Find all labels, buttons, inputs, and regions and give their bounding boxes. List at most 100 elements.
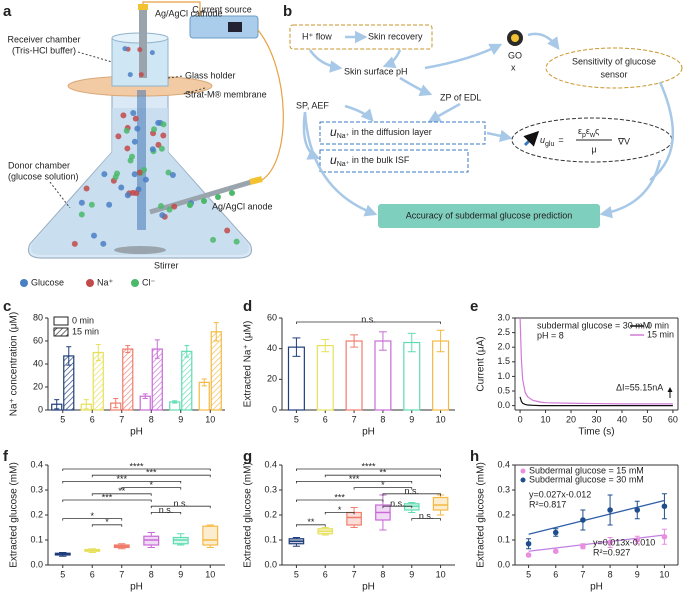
significance-bracket (62, 481, 182, 484)
particle (91, 232, 98, 239)
label: Sensitivity of glucose (572, 56, 656, 66)
particle (122, 46, 128, 52)
legend-label: Glucose (31, 277, 64, 287)
point (525, 552, 532, 558)
x-tick-label: 8 (380, 414, 385, 424)
particle (127, 72, 133, 78)
symbol: u (330, 153, 337, 167)
x-tick-label: 40 (617, 414, 627, 424)
arrow (303, 111, 378, 217)
legend-label: 0 min (72, 315, 94, 325)
fit-line (528, 499, 665, 535)
legend-swatch (520, 468, 526, 474)
significance-label: ** (307, 517, 315, 527)
particle (83, 185, 90, 192)
particle (210, 236, 217, 243)
particle (158, 145, 165, 152)
legend-label: 15 min (647, 329, 674, 339)
significance-bracket (91, 524, 123, 527)
gradient: ∇V (617, 136, 630, 146)
box (289, 24, 433, 50)
significance-label: * (90, 511, 94, 521)
particle (140, 166, 147, 173)
x-tick-label: 9 (178, 414, 183, 424)
cathode-cap (138, 4, 148, 10)
current-source (189, 15, 259, 39)
anode-cap (249, 176, 263, 185)
subscript: p (582, 132, 586, 139)
legend-swatch (520, 477, 526, 483)
particle (78, 211, 85, 218)
particle (160, 132, 167, 139)
x-tick-label: 6 (90, 569, 95, 579)
particle (120, 112, 127, 119)
line (519, 317, 673, 405)
subscript: Na⁺ (337, 161, 350, 168)
x-tick-label: 0 (518, 414, 523, 424)
y-tick-label: 0.1 (30, 534, 43, 544)
symbol: u (540, 135, 545, 145)
y-tick-label: 0.3 (497, 484, 510, 494)
particle (112, 173, 119, 180)
label: Stirrer (154, 260, 179, 270)
label: (Tris-HCl buffer) (12, 45, 76, 55)
y-tick-label: 0.0 (497, 559, 510, 569)
legend-swatch (53, 327, 69, 337)
significance-label: *** (334, 492, 345, 502)
x-tick-label: 9 (409, 569, 414, 579)
box (319, 149, 469, 173)
legend-swatch (53, 316, 69, 326)
y-tick-label: 0 (38, 404, 43, 414)
significance-label: * (338, 505, 342, 515)
bar (316, 345, 334, 411)
significance-label: **** (361, 461, 376, 471)
bar (92, 351, 104, 411)
wire (257, 29, 284, 181)
arrow (649, 81, 675, 181)
significance-label: *** (116, 474, 127, 484)
particle (131, 171, 138, 178)
y-tick-label: 0.1 (264, 534, 277, 544)
display (228, 22, 242, 32)
chart: 0 20 40 60 5 6 7 8 9 10 pH Extracted Na⁺ (μM) n.s. (243, 312, 455, 438)
x-tick-label: 5 (60, 569, 65, 579)
fit-label: R²=0.817 (529, 499, 566, 509)
label: Accuracy of subdermal glucose prediction (406, 210, 573, 220)
legend-label: Cl⁻ (142, 277, 155, 287)
point (634, 507, 641, 513)
significance-label: n.s. (361, 314, 376, 324)
leader (49, 181, 71, 209)
go-icon (511, 34, 519, 42)
fit-label: y=0.013x-0.010 (593, 537, 655, 547)
particle (124, 145, 131, 152)
particle (132, 115, 139, 122)
x-tick-label: 9 (178, 569, 183, 579)
y-tick-label: 2.5 (497, 327, 510, 337)
y-tick-label: 20 (267, 374, 277, 384)
particle (88, 201, 95, 208)
y-tick-label: 3.0 (497, 312, 510, 322)
anode (149, 177, 259, 215)
particle (124, 192, 131, 199)
legend-label: 0 min (647, 320, 669, 330)
y-tick-label: 0.2 (30, 509, 43, 519)
x-tick-label: 20 (566, 414, 576, 424)
x-tick-label: 8 (149, 414, 154, 424)
y-axis-label: Extracted glucose (mM) (476, 462, 487, 568)
y-tick-label: 60 (33, 335, 43, 345)
bar (210, 331, 222, 411)
panel-letter: f (3, 448, 9, 465)
label: uNa⁺ in the diffusion layer (330, 125, 432, 140)
x-axis-label: pH (362, 427, 375, 438)
particle (229, 190, 235, 196)
particle (130, 109, 137, 116)
significance-bracket (150, 505, 211, 509)
x-tick-label: 6 (90, 414, 95, 424)
fit-line (528, 534, 665, 552)
x-tick-label: 5 (60, 414, 65, 424)
significance-label: * (381, 480, 385, 490)
annotation: pH = 8 (537, 330, 564, 340)
y-tick-label: 1.5 (497, 356, 510, 366)
box (319, 121, 486, 145)
arrow (424, 43, 503, 70)
